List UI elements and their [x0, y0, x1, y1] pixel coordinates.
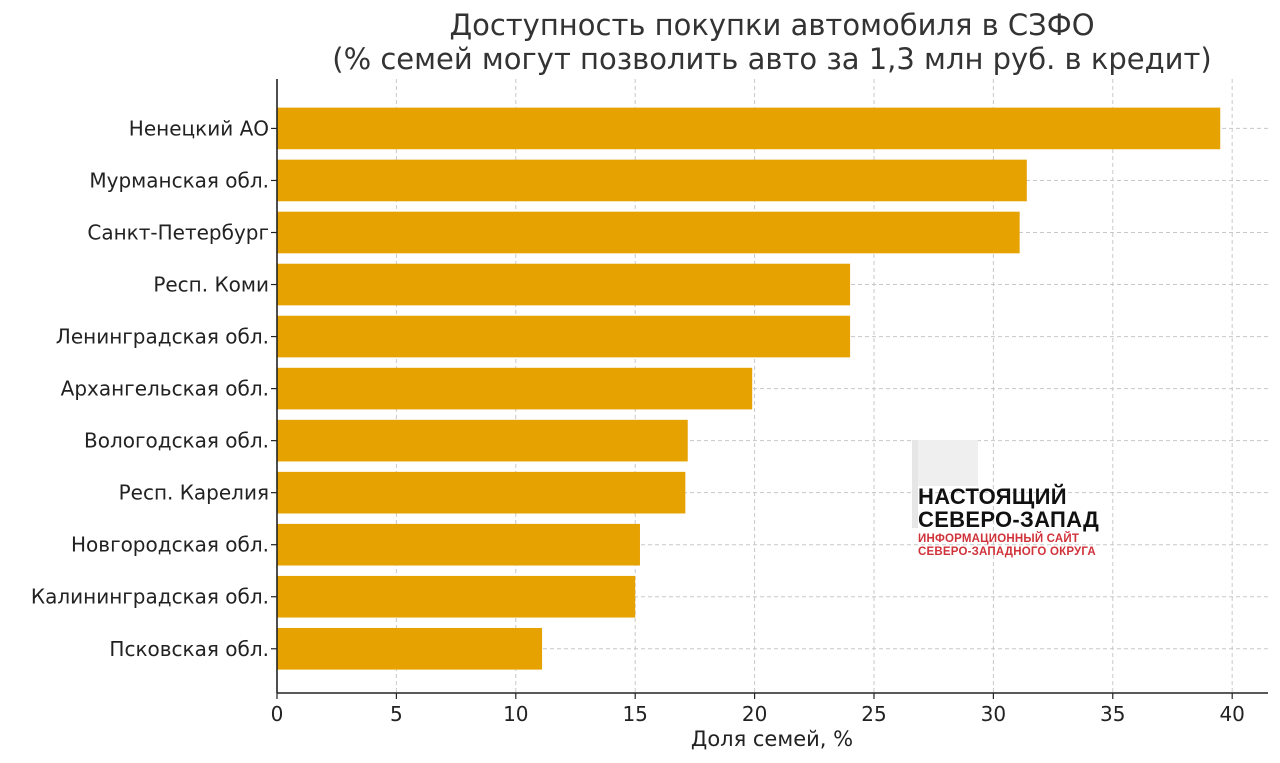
x-tick-label: 20	[742, 702, 767, 726]
x-tick-label: 25	[861, 702, 886, 726]
bar	[277, 107, 1221, 150]
chart-subtitle: (% семей могут позволить авто за 1,3 млн…	[332, 42, 1212, 76]
x-tick-label: 10	[503, 702, 528, 726]
bar	[277, 627, 543, 670]
y-tick-label: Мурманская обл.	[89, 168, 269, 192]
watermark-line-4: СЕВЕРО-ЗАПАДНОГО ОКРУГА	[918, 546, 1096, 558]
y-tick-label: Псковская обл.	[109, 637, 269, 661]
x-tick-label: 30	[981, 702, 1006, 726]
x-tick-label: 5	[390, 702, 403, 726]
bar	[277, 367, 753, 410]
chart-title: Доступность покупки автомобиля в СЗФО	[449, 8, 1095, 42]
y-tick-label: Калининградская обл.	[31, 585, 269, 609]
y-tick-label: Санкт-Петербург	[87, 221, 269, 245]
x-axis-label: Доля семей, %	[691, 727, 853, 751]
bar	[277, 523, 640, 566]
bar	[277, 419, 688, 462]
y-tick-label: Респ. Карелия	[119, 481, 269, 505]
bar	[277, 471, 686, 514]
y-tick-label: Архангельская обл.	[61, 377, 269, 401]
y-tick-label: Респ. Коми	[153, 273, 269, 297]
bars	[277, 107, 1221, 670]
tick-labels: 0 5 10 15 20 25 30 35 40 Ненецкий АО Мурманская об…	[31, 116, 1245, 726]
bar	[277, 575, 636, 618]
x-tick-label: 15	[622, 702, 647, 726]
y-tick-label: Ленинградская обл.	[56, 325, 269, 349]
x-tick-label: 0	[271, 702, 284, 726]
bar	[277, 263, 851, 306]
y-tick-label: Ненецкий АО	[129, 116, 269, 140]
bar	[277, 315, 851, 358]
x-tick-label: 40	[1219, 702, 1244, 726]
flag-icon	[912, 440, 978, 528]
watermark-line-1: НАСТОЯЩИЙ	[918, 484, 1067, 509]
watermark-logo: НАСТОЯЩИЙ СЕВЕРО-ЗАПАД ИНФОРМАЦИОННЫЙ СА…	[910, 438, 1170, 568]
axes	[271, 79, 1268, 699]
watermark-line-2: СЕВЕРО-ЗАПАД	[918, 507, 1100, 532]
watermark-line-3: ИНФОРМАЦИОННЫЙ САЙТ	[918, 533, 1080, 545]
y-tick-label: Новгородская обл.	[71, 533, 269, 557]
bar	[277, 159, 1027, 202]
y-tick-label: Вологодская обл.	[84, 429, 269, 453]
bar	[277, 211, 1020, 254]
x-tick-label: 35	[1100, 702, 1125, 726]
